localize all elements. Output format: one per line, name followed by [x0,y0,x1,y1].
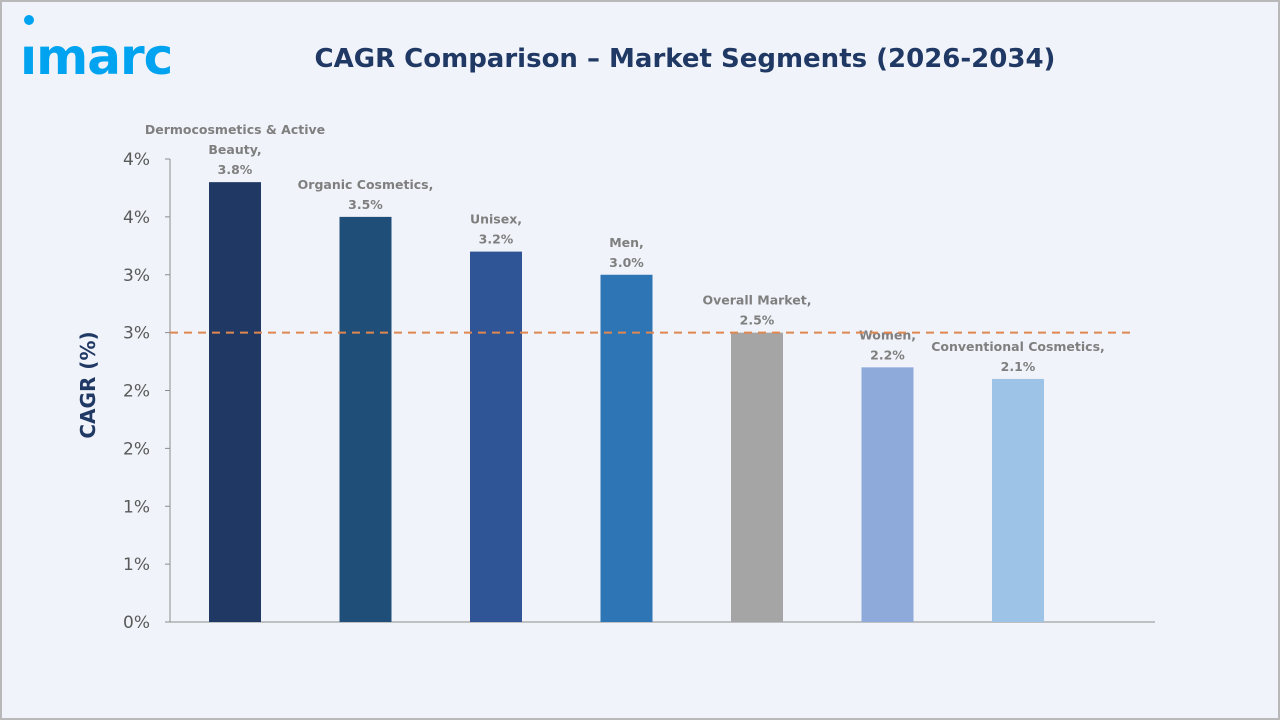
bar-4 [731,332,783,622]
data-label: Men, [609,235,644,250]
y-tick-label: 2% [123,382,150,402]
y-tick-label: 4% [123,150,150,170]
data-label: 3.5% [348,197,383,212]
bar-1 [339,216,392,622]
data-label: Organic Cosmetics, [298,177,434,192]
data-label: Women, [859,327,916,342]
y-tick-label: 3% [123,266,150,286]
bar-6 [992,378,1044,622]
data-label: Overall Market, [703,293,812,308]
data-label: 2.5% [740,313,775,328]
data-label: 2.1% [1001,359,1036,374]
data-label: Unisex, [470,212,522,227]
y-tick-label: 4% [123,208,150,228]
data-label: 2.2% [870,347,905,362]
y-tick-label: 1% [123,555,150,575]
bar-3 [600,274,653,622]
bar-2 [470,251,522,622]
bar-0 [209,182,261,622]
data-label: 3.2% [479,232,514,247]
data-label: 3.8% [218,162,253,177]
y-tick-label: 2% [123,439,150,459]
y-axis-label: CAGR (%) [76,331,100,438]
data-label: Conventional Cosmetics, [931,339,1105,354]
bar-5 [861,367,914,622]
chart-title: CAGR Comparison – Market Segments (2026-… [314,44,1056,74]
y-tick-label: 0% [123,613,150,633]
data-label: 3.0% [609,255,644,270]
svg-text:ımarc: ımarc [20,28,172,84]
y-tick-label: 1% [123,497,150,517]
y-tick-label: 3% [123,324,150,344]
data-label: Beauty, [208,142,261,157]
imarc-logo: ımarc [20,14,210,88]
data-label: Dermocosmetics & Active [145,122,325,137]
